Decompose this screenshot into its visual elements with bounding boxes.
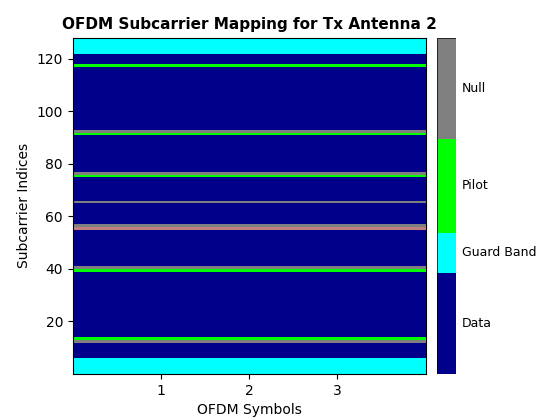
Text: Pilot: Pilot <box>462 179 489 192</box>
X-axis label: OFDM Symbols: OFDM Symbols <box>197 403 302 417</box>
Text: Guard Band: Guard Band <box>462 247 536 259</box>
Bar <box>437 38 456 139</box>
Y-axis label: Subcarrier Indices: Subcarrier Indices <box>17 143 31 268</box>
Bar <box>437 233 456 273</box>
Text: Null: Null <box>462 82 486 94</box>
Bar <box>437 139 456 233</box>
Text: Data: Data <box>462 317 492 330</box>
Bar <box>437 273 456 374</box>
Title: OFDM Subcarrier Mapping for Tx Antenna 2: OFDM Subcarrier Mapping for Tx Antenna 2 <box>62 18 437 32</box>
